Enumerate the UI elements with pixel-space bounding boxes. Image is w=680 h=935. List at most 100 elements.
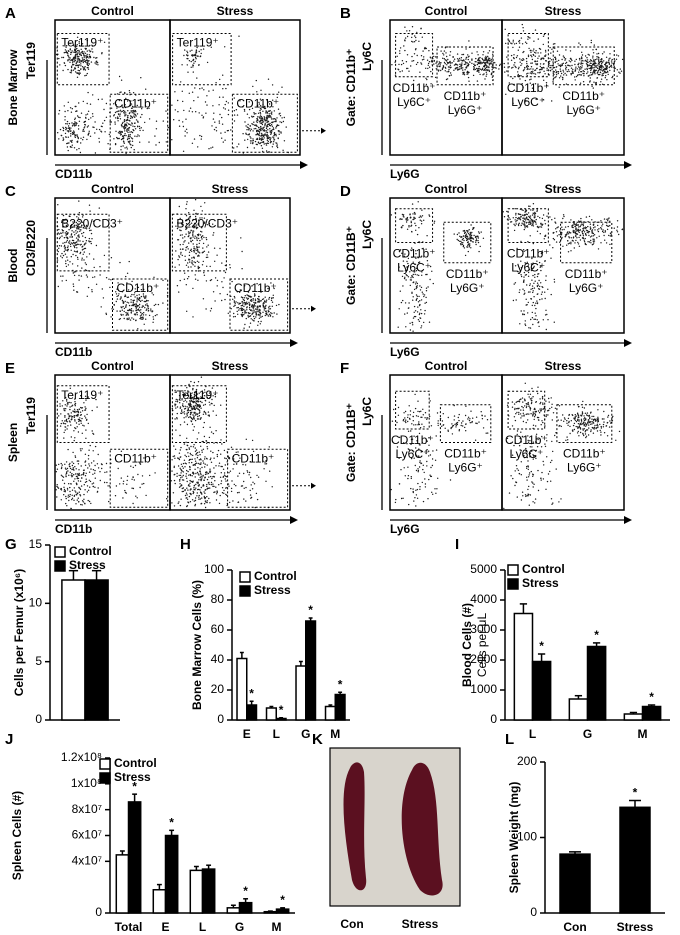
event-dot bbox=[75, 491, 77, 493]
event-dot bbox=[64, 253, 67, 255]
event-dot bbox=[600, 78, 603, 80]
event-dot bbox=[428, 215, 431, 217]
event-dot bbox=[103, 481, 106, 484]
event-dot bbox=[132, 310, 134, 312]
event-dot bbox=[198, 406, 201, 408]
event-dot bbox=[527, 291, 530, 293]
event-dot bbox=[195, 227, 198, 230]
event-dot bbox=[237, 313, 239, 315]
event-dot bbox=[70, 133, 72, 135]
event-dot bbox=[70, 249, 72, 251]
row-label: Bone Marrow bbox=[6, 49, 20, 126]
event-dot bbox=[150, 308, 152, 310]
gate bbox=[395, 208, 434, 244]
event-dot bbox=[83, 130, 85, 132]
event-dot bbox=[211, 125, 213, 127]
event-dot bbox=[244, 310, 246, 313]
event-dot bbox=[76, 499, 79, 501]
event-dot bbox=[251, 313, 253, 315]
event-dot bbox=[186, 50, 188, 52]
event-dot bbox=[250, 128, 253, 130]
event-dot bbox=[180, 229, 182, 232]
event-dot bbox=[124, 130, 126, 132]
event-dot bbox=[184, 407, 187, 410]
event-dot bbox=[570, 72, 572, 75]
event-dot bbox=[536, 63, 538, 66]
event-dot bbox=[191, 261, 193, 263]
event-dot bbox=[75, 64, 77, 67]
event-dot bbox=[78, 70, 81, 72]
event-dot bbox=[259, 105, 262, 107]
event-dot bbox=[533, 282, 535, 284]
event-dot bbox=[200, 407, 202, 409]
event-dot bbox=[128, 140, 130, 143]
event-dot bbox=[538, 69, 541, 71]
event-dot bbox=[86, 63, 89, 66]
event-dot bbox=[596, 67, 599, 70]
event-dot bbox=[85, 48, 87, 50]
event-dot bbox=[422, 293, 424, 295]
event-dot bbox=[570, 74, 572, 76]
event-dot bbox=[223, 277, 225, 279]
event-dot bbox=[249, 130, 252, 132]
event-dot bbox=[182, 237, 184, 239]
event-dot bbox=[88, 54, 91, 56]
event-dot bbox=[572, 231, 575, 234]
event-dot bbox=[124, 106, 127, 109]
y-axis-label: Ly6C bbox=[360, 220, 374, 249]
event-dot bbox=[234, 315, 236, 318]
event-dot bbox=[69, 495, 71, 498]
event-dot bbox=[128, 317, 130, 319]
event-dot bbox=[120, 477, 123, 479]
event-dot bbox=[78, 212, 81, 214]
event-dot bbox=[550, 66, 552, 69]
event-dot bbox=[413, 211, 416, 214]
event-dot bbox=[206, 95, 208, 97]
event-dot bbox=[601, 53, 604, 55]
event-dot bbox=[467, 54, 469, 56]
event-dot bbox=[264, 120, 266, 122]
event-dot bbox=[538, 279, 540, 282]
event-dot bbox=[167, 126, 169, 129]
event-dot bbox=[140, 314, 143, 316]
event-dot bbox=[461, 53, 463, 56]
event-dot bbox=[234, 297, 236, 299]
event-dot bbox=[275, 133, 277, 135]
event-dot bbox=[537, 57, 539, 59]
event-dot bbox=[584, 233, 587, 235]
event-dot bbox=[601, 73, 603, 75]
event-dot bbox=[178, 205, 180, 208]
event-dot bbox=[529, 284, 531, 287]
event-dot bbox=[262, 119, 264, 121]
event-dot bbox=[120, 297, 122, 299]
event-dot bbox=[186, 64, 188, 66]
event-dot bbox=[72, 272, 75, 274]
event-dot bbox=[188, 495, 191, 498]
event-dot bbox=[273, 128, 275, 130]
event-dot bbox=[516, 219, 518, 222]
event-dot bbox=[233, 120, 236, 122]
event-dot bbox=[70, 245, 72, 248]
event-dot bbox=[273, 137, 275, 139]
event-dot bbox=[118, 318, 121, 321]
column-header: Control bbox=[425, 4, 468, 18]
event-dot bbox=[263, 107, 266, 110]
event-dot bbox=[253, 309, 255, 312]
event-dot bbox=[58, 233, 60, 235]
event-dot bbox=[74, 121, 76, 123]
event-dot bbox=[120, 138, 123, 141]
event-dot bbox=[125, 306, 127, 308]
event-dot bbox=[75, 134, 77, 136]
event-dot bbox=[575, 227, 577, 229]
event-dot bbox=[434, 56, 437, 58]
event-dot bbox=[194, 278, 197, 280]
event-dot bbox=[67, 54, 69, 57]
event-dot bbox=[253, 305, 255, 307]
event-dot bbox=[562, 62, 565, 64]
event-dot bbox=[271, 111, 273, 113]
y-axis-label: Ter119 bbox=[24, 42, 38, 79]
event-dot bbox=[458, 232, 460, 234]
event-dot bbox=[130, 131, 133, 133]
event-dot bbox=[269, 136, 271, 139]
event-dot bbox=[529, 327, 532, 329]
